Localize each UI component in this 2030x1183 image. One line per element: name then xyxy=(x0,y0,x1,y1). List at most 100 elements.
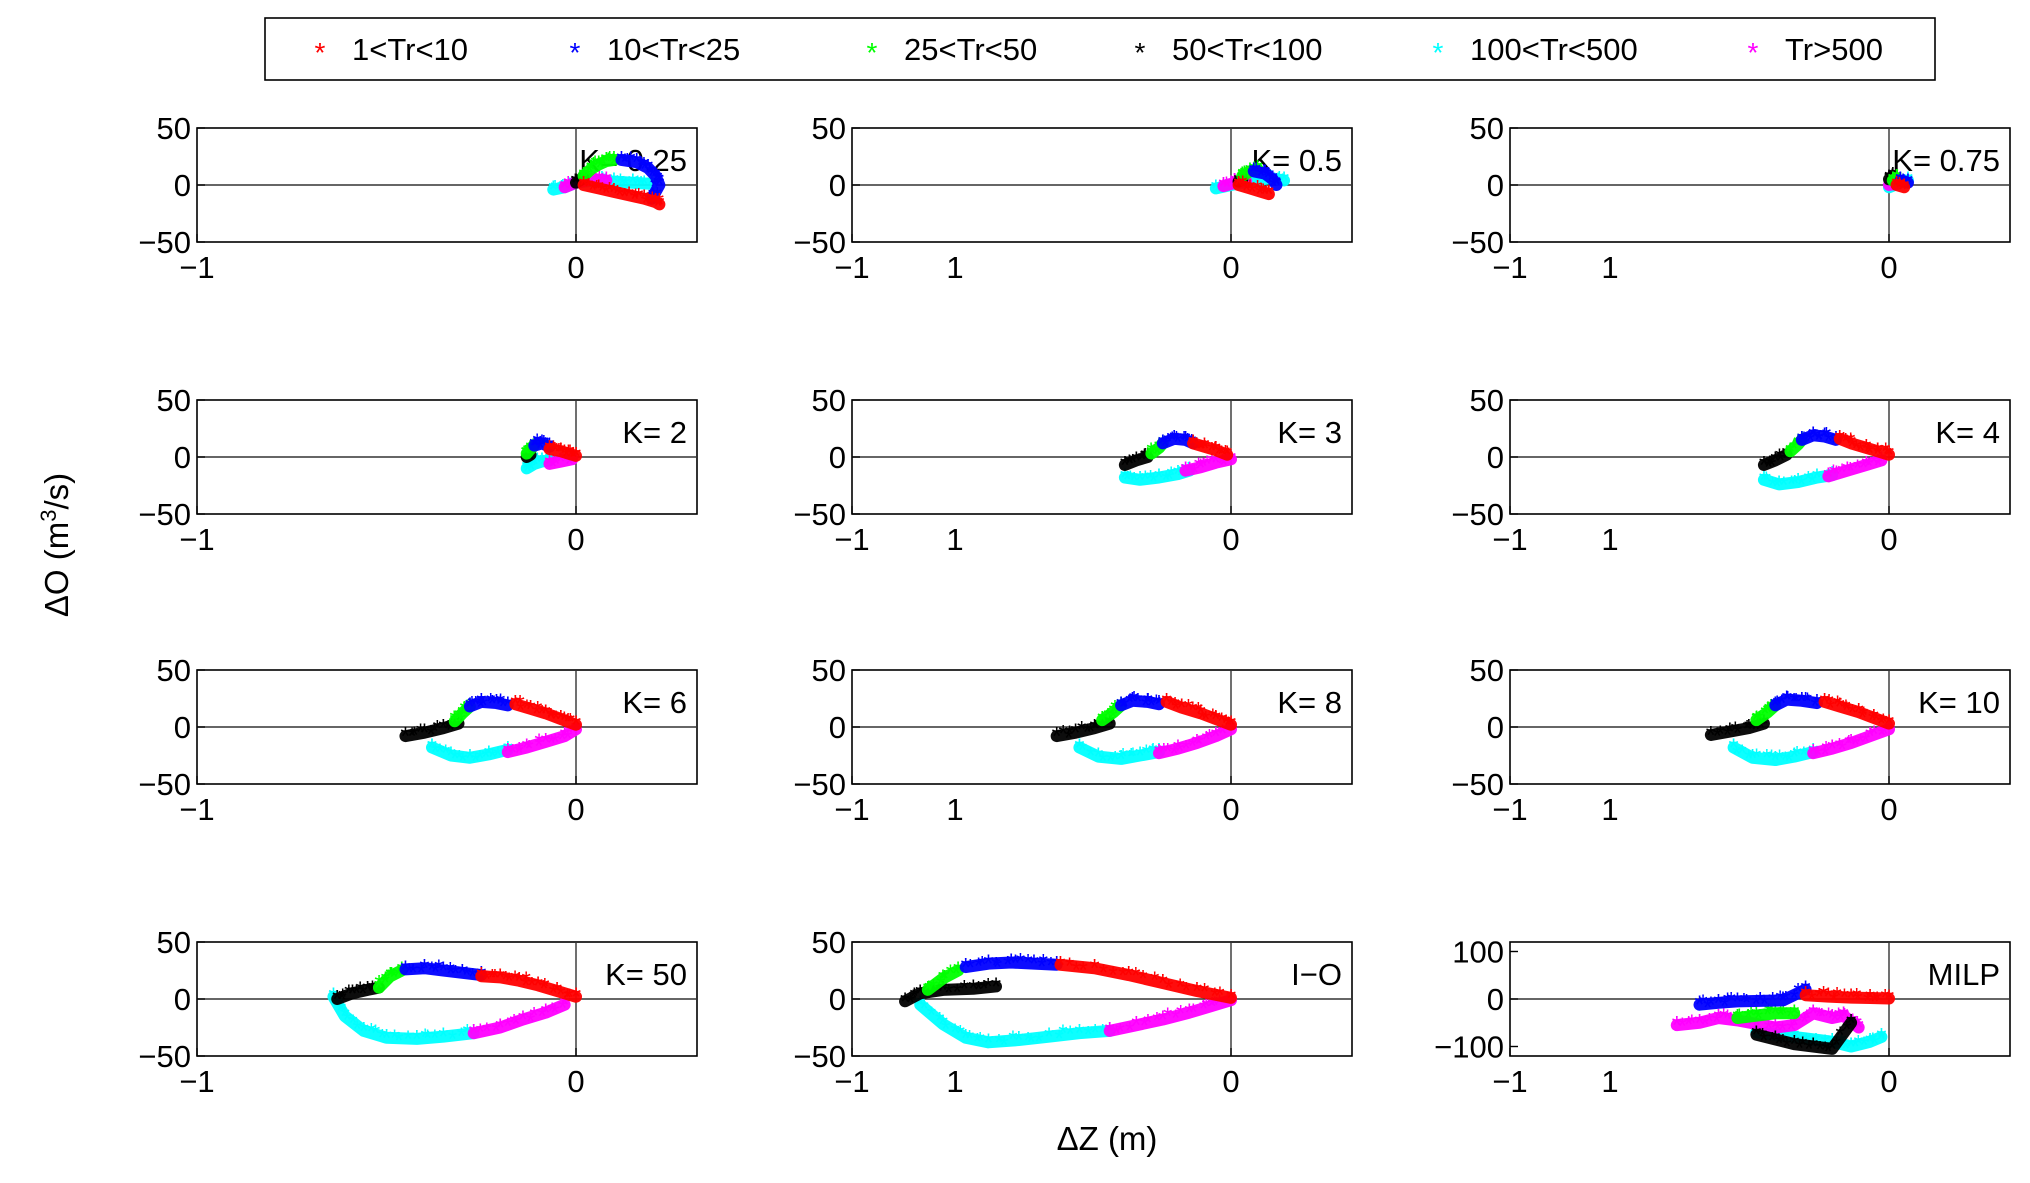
data-point-fill: * xyxy=(566,443,575,470)
data-point-fill: * xyxy=(615,183,624,210)
series-band xyxy=(467,998,571,1040)
data-point: * xyxy=(412,1024,422,1054)
data-point-fill: * xyxy=(906,989,915,1016)
series-band xyxy=(615,153,666,205)
data-point-fill: * xyxy=(1179,427,1188,454)
data-point-fill: * xyxy=(1877,711,1886,738)
data-point-fill: * xyxy=(1883,441,1892,468)
data-point-fill: * xyxy=(616,169,625,196)
data-point-fill: * xyxy=(1742,989,1751,1016)
data-point-fill: * xyxy=(1269,173,1278,200)
data-point-fill: * xyxy=(645,159,654,186)
data-point: * xyxy=(495,1013,505,1043)
data-point: * xyxy=(647,169,657,199)
data-point-fill: * xyxy=(953,979,962,1006)
data-point-fill: * xyxy=(1171,1005,1180,1032)
data-point: * xyxy=(601,165,611,195)
data-point: * xyxy=(522,453,532,483)
data-point-fill: * xyxy=(1218,720,1227,747)
data-point-fill: * xyxy=(548,998,557,1025)
data-point: * xyxy=(1052,721,1062,751)
y-tick-label: 50 xyxy=(812,111,846,146)
data-point: * xyxy=(609,177,619,207)
data-point: * xyxy=(1770,1024,1780,1054)
data-point: * xyxy=(579,161,589,191)
data-point-fill: * xyxy=(1781,986,1790,1013)
data-point-fill: * xyxy=(1854,1030,1863,1057)
data-point-fill: * xyxy=(537,1003,546,1030)
series-1-tr-10: ************* xyxy=(1187,428,1234,470)
legend-items: * 1<Tr<10 * 10<Tr<25 * 25<Tr<50 * 50<Tr<100 * 100… xyxy=(315,32,1883,68)
data-point-fill: * xyxy=(522,695,531,722)
series-1-tr-10: ********************* xyxy=(1054,950,1237,1013)
data-point: * xyxy=(1120,463,1130,493)
data-point: * xyxy=(1237,161,1247,191)
x-tick-label: 1 xyxy=(1601,1064,1618,1099)
series-band xyxy=(1693,983,1812,1011)
data-point: * xyxy=(1694,990,1704,1020)
legend-marker: * xyxy=(1748,37,1759,68)
data-point-fill: * xyxy=(533,448,542,475)
data-point-fill: * xyxy=(1205,724,1214,751)
data-point-fill: * xyxy=(1840,1004,1849,1031)
data-point: * xyxy=(374,973,384,1003)
data-point: * xyxy=(503,737,513,767)
data-point-fill: * xyxy=(521,973,530,1000)
data-point: * xyxy=(1808,1032,1818,1062)
data-point-fill: * xyxy=(1141,466,1150,493)
data-point: * xyxy=(1014,1025,1024,1055)
data-point: * xyxy=(332,984,342,1014)
data-point-fill: * xyxy=(1755,707,1764,734)
data-point: * xyxy=(1820,687,1830,717)
data-point: * xyxy=(560,990,570,1020)
data-point: * xyxy=(1055,950,1065,980)
data-point-fill: * xyxy=(454,704,463,731)
series-band xyxy=(899,980,1003,1008)
data-point: * xyxy=(1827,1034,1837,1064)
x-tick-label: 0 xyxy=(1880,250,1897,285)
data-point: * xyxy=(1789,998,1799,1028)
panel-title: K= 10 xyxy=(1918,685,2000,720)
data-point: * xyxy=(609,145,619,175)
series-band xyxy=(1054,958,1237,1004)
data-point-fill: * xyxy=(1113,697,1122,724)
data-point-fill: * xyxy=(1181,735,1190,762)
data-point: * xyxy=(1785,436,1795,466)
data-point-fill: * xyxy=(547,730,556,757)
data-point-fill: * xyxy=(1781,747,1790,774)
data-point-fill: * xyxy=(493,742,502,769)
data-point-fill: * xyxy=(1754,1005,1763,1032)
data-point-fill: * xyxy=(1733,720,1742,747)
data-point-fill: * xyxy=(1251,170,1260,197)
data-point: * xyxy=(1097,705,1107,735)
data-point: * xyxy=(1158,428,1168,458)
data-point-fill: * xyxy=(352,980,361,1007)
data-point-fill: * xyxy=(1835,1022,1844,1049)
legend-label: 10<Tr<25 xyxy=(607,32,740,67)
data-point-fill: * xyxy=(1746,1002,1755,1029)
x-tick-label: −1 xyxy=(1492,1064,1527,1099)
data-point: * xyxy=(1751,1001,1761,1031)
data-point-fill: * xyxy=(532,700,541,727)
data-point-fill: * xyxy=(1798,1032,1807,1059)
data-point-fill: * xyxy=(1772,474,1781,501)
data-point-fill: * xyxy=(528,451,537,478)
legend-entry-tr-500: * Tr>500 xyxy=(1748,32,1883,68)
data-point-fill: * xyxy=(1037,953,1046,980)
data-point-fill: * xyxy=(936,971,945,998)
series-1-tr-10: ************************* xyxy=(577,170,666,220)
data-point-fill: * xyxy=(352,1016,361,1043)
data-point-fill: * xyxy=(1898,177,1907,204)
data-point-fill: * xyxy=(1833,691,1842,718)
data-point-fill: * xyxy=(490,965,499,992)
legend-marker: * xyxy=(1433,37,1444,68)
data-point-fill: * xyxy=(1263,165,1272,192)
data-point-fill: * xyxy=(1173,429,1182,456)
data-point-fill: * xyxy=(455,746,464,773)
data-point-fill: * xyxy=(1856,438,1865,465)
data-point: * xyxy=(1158,1005,1168,1035)
y-tick-label: 0 xyxy=(174,168,191,203)
data-point: * xyxy=(1211,448,1221,478)
data-point: * xyxy=(915,978,925,1008)
data-point: * xyxy=(1823,461,1833,491)
